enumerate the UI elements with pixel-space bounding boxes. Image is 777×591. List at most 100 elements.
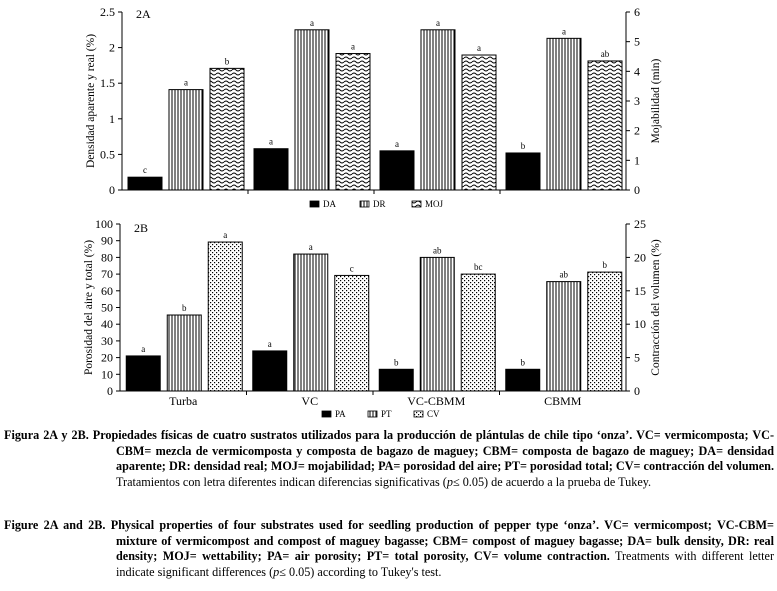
- significance-letter: a: [395, 139, 399, 149]
- legend-swatch: [321, 410, 332, 418]
- y-tick-label-right: 0: [634, 384, 640, 398]
- bar: [207, 241, 243, 392]
- category-label: VC: [301, 394, 318, 408]
- caption-note: Tratamientos con letra diferentes indica…: [116, 474, 447, 489]
- caption-lead: Figura 2A y 2B.: [4, 428, 89, 442]
- y-tick-label-left: 70: [101, 267, 113, 281]
- legend-label: PT: [381, 409, 392, 419]
- caption-bold-text: Physical properties of four substrates u…: [110, 518, 774, 564]
- bar: [293, 253, 329, 392]
- significance-letter: a: [436, 18, 440, 28]
- category-label: Turba: [169, 394, 198, 408]
- y-tick-label-left: 0: [109, 183, 115, 197]
- y-tick-label-left: 30: [101, 334, 113, 348]
- y-tick-label-right: 5: [634, 351, 640, 365]
- bar: [209, 67, 245, 191]
- bar: [378, 368, 414, 392]
- bar: [546, 281, 582, 392]
- significance-letter: a: [184, 78, 188, 88]
- significance-letter: ab: [560, 270, 569, 280]
- significance-letter: a: [351, 42, 355, 52]
- significance-letter: b: [603, 260, 608, 270]
- y-tick-label-left: 80: [101, 250, 113, 264]
- bar: [461, 54, 497, 191]
- y-axis-title-right: Contracción del volumen (%): [650, 239, 662, 376]
- significance-letter: a: [562, 26, 566, 36]
- significance-letter: a: [141, 344, 145, 354]
- caption-english: Figure 2A and 2B. Physical properties of…: [4, 518, 774, 580]
- y-tick-label-right: 15: [634, 284, 646, 298]
- bar: [335, 53, 371, 191]
- legend-swatch: [359, 200, 370, 208]
- bar: [505, 368, 541, 392]
- bar: [546, 37, 582, 191]
- bar: [127, 176, 163, 191]
- y-tick-label-left: 0.5: [100, 147, 115, 161]
- caption-spanish: Figura 2A y 2B. Propiedades físicas de c…: [4, 428, 774, 490]
- significance-letter: a: [268, 339, 272, 349]
- y-tick-label-right: 10: [634, 317, 646, 331]
- y-axis-title-left: Porosidad del aire y total (%): [83, 240, 95, 375]
- caption-p-symbol: p: [273, 564, 280, 579]
- y-tick-label-left: 90: [101, 234, 113, 248]
- y-tick-label-right: 4: [634, 64, 640, 78]
- bar: [125, 355, 161, 392]
- chart-panel-2a: 0 0.5 1 1.5 2 2.5 0 1 2 3 4 5 6 Densidad aparente y r…: [85, 5, 662, 209]
- y-axis-title-right: Mojabilidad (min): [650, 59, 662, 144]
- caption-note-end: ≤ 0.05) according to Tukey's test.: [279, 564, 442, 579]
- significance-letter: b: [394, 357, 399, 367]
- caption-note: Treatments with different letter indicat…: [116, 549, 774, 579]
- caption-lead: Figure 2A and 2B.: [4, 518, 106, 532]
- legend-label: CV: [427, 409, 440, 419]
- significance-letter: ab: [433, 245, 442, 255]
- significance-letter: c: [350, 263, 354, 273]
- y-tick-label-left: 40: [101, 317, 113, 331]
- significance-letter: a: [310, 18, 314, 28]
- panel-label: 2A: [136, 7, 151, 21]
- significance-letter: b: [521, 357, 526, 367]
- y-tick-label-left: 20: [101, 351, 113, 365]
- y-tick-label-right: 1: [634, 153, 640, 167]
- bar: [166, 314, 202, 392]
- significance-letter: a: [309, 242, 313, 252]
- bar: [253, 148, 289, 191]
- significance-letter: bc: [474, 262, 483, 272]
- significance-letter: a: [477, 43, 481, 53]
- y-tick-label-left: 100: [95, 217, 113, 231]
- y-tick-label-left: 2.5: [100, 5, 115, 19]
- bar: [419, 256, 455, 392]
- significance-letter: a: [269, 137, 273, 147]
- bar: [168, 89, 204, 191]
- figure-canvas: 0 0.5 1 1.5 2 2.5 0 1 2 3 4 5 6 Densidad aparente y r…: [83, 5, 662, 419]
- y-tick-label-left: 10: [101, 367, 113, 381]
- legend-swatch: [309, 200, 320, 208]
- y-tick-label-right: 3: [634, 94, 640, 108]
- y-tick-label-left: 1: [109, 112, 115, 126]
- caption-p-symbol: p: [446, 474, 453, 489]
- bar: [587, 60, 623, 191]
- significance-letter: b: [225, 56, 230, 66]
- category-label: CBMM: [544, 394, 582, 408]
- y-tick-label-left: 2: [109, 41, 115, 55]
- legend-label: DR: [373, 199, 386, 209]
- significance-letter: b: [521, 141, 526, 151]
- bar: [379, 150, 415, 191]
- significance-letter: ab: [601, 49, 610, 59]
- y-tick-label-right: 5: [634, 35, 640, 49]
- y-axis-title-left: Densidad aparente y real (%): [85, 34, 97, 168]
- bar: [252, 350, 288, 392]
- significance-letter: a: [223, 230, 227, 240]
- bar: [294, 29, 330, 191]
- legend-label: PA: [335, 409, 346, 419]
- legend-label: DA: [323, 199, 336, 209]
- category-label: VC-CBMM: [407, 394, 465, 408]
- y-tick-label-left: 1.5: [100, 76, 115, 90]
- y-tick-label-right: 0: [634, 183, 640, 197]
- chart-panel-2b: 0 10 20 30 40 50 60 70 80 90 100 0 5 10 15 20 25 Porosida…: [83, 217, 662, 419]
- bar: [334, 274, 370, 392]
- y-tick-label-right: 2: [634, 124, 640, 138]
- significance-letter: c: [143, 165, 147, 175]
- caption-bold-text: Propiedades físicas de cuatro sustratos …: [92, 428, 775, 474]
- y-tick-label-left: 0: [107, 384, 113, 398]
- legend-swatch: [413, 410, 424, 418]
